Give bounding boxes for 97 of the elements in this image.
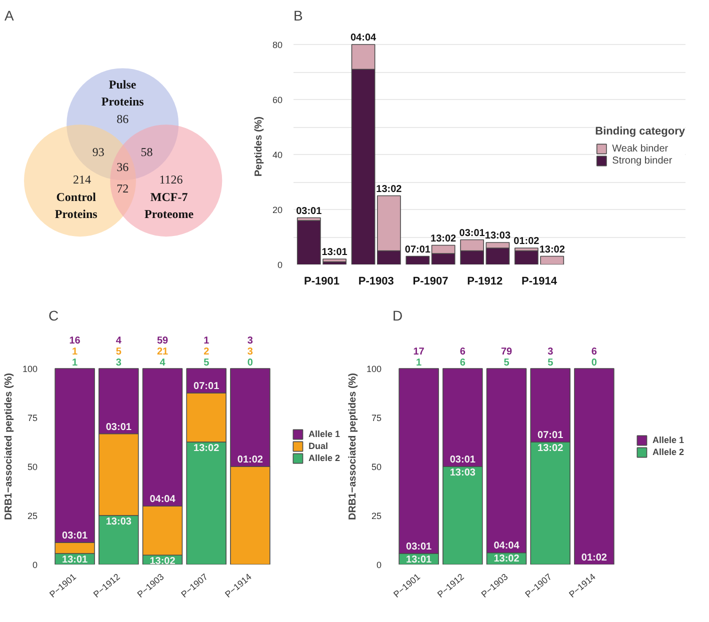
text: P-1912 [467,276,503,288]
text: 1126 [159,172,183,187]
annotation: 3 [247,336,254,346]
annotation: 2 [204,346,210,358]
annotation: 5 [116,346,122,358]
annotation: 03:01 [106,422,132,433]
annotation: 1 [72,358,78,368]
annotation: 21 [156,346,168,358]
legend-label: Allele 1 [652,434,684,446]
chart-title: D [392,308,403,324]
x-tick-label: 07:01 [404,244,431,256]
annotation: 4 [116,336,122,346]
text: 86 [116,112,129,126]
x-tick-label: 13:01 [322,247,348,258]
y-tick-label: 40 [272,150,283,160]
annotation: 3 [116,358,122,368]
annotation: 03:01 [450,454,476,466]
annotation: 13:03 [106,516,132,528]
annotation: 13:01 [406,554,432,566]
x-tick-label: 01:02 [514,236,540,247]
y-tick-label: 25 [371,511,382,521]
annotation: 04:04 [494,540,520,552]
annotation: 6 [591,346,598,358]
annotation: 03:01 [406,542,432,553]
annotation: 6 [460,358,466,368]
annotation: 59 [156,336,168,346]
category-label: MCF-7 Proteome [144,190,194,222]
annotation: 6 [460,346,466,358]
annotation: 01:02 [581,552,608,564]
annotation: 79 [500,346,512,358]
chart-title: C [48,308,59,324]
y-tick-label: 20 [272,205,283,215]
legend-label: Allele 2 [308,452,340,464]
x-tick-label: 13:02 [539,244,566,256]
annotation: 1 [204,336,210,346]
annotation: 03:01 [62,530,88,542]
legend-label: Allele 2 [652,446,684,458]
category-label: Pulse Proteins [101,78,144,108]
annotation: 01:02 [237,454,264,466]
x-tick-label: 03:01 [459,228,486,239]
y-axis-title: Peptides (%) [253,116,264,177]
text: P-1907 [412,276,448,288]
annotation: 13:02 [494,554,520,565]
annotation: 3 [247,346,254,358]
category-label: Control Proteins [54,190,98,222]
y-tick-label: 100 [366,364,382,374]
y-tick-label: 25 [27,511,38,521]
text: P-1901 [304,276,340,288]
x-tick-label: 13:02 [430,233,457,244]
y-tick-label: 0 [277,260,283,270]
annotation: 3 [548,346,554,358]
text: A [4,8,14,24]
y-tick-label: 60 [272,95,283,105]
annotation: 0 [591,358,598,368]
legend-label: Allele 1 [308,428,340,440]
y-axis-title: DRB1−associated peptides (%) [347,372,358,520]
x-tick-label: 13:03 [484,230,511,242]
y-tick-label: 50 [371,462,382,472]
legend-title: Binding category [595,126,685,138]
annotation: 13:01 [62,554,88,566]
annotation: 13:02 [194,443,220,454]
annotation: 13:02 [538,443,564,454]
y-tick-label: 80 [272,40,283,50]
y-tick-label: 75 [27,413,38,423]
annotation: 1 [72,346,78,358]
text: 58 [140,144,153,159]
legend-label: Strong binder [612,154,672,166]
y-tick-label: 0 [32,560,38,570]
text: P-1903 [358,276,394,288]
y-tick-label: 0 [376,560,382,570]
y-tick-label: 50 [27,462,38,472]
text: 93 [92,144,104,159]
annotation: 5 [548,358,554,368]
chart-title: B [294,8,303,24]
annotation: 07:01 [194,381,220,392]
text: 214 [72,172,91,187]
annotation: 4 [160,358,166,368]
annotation: 17 [413,346,425,358]
text: 72 [116,182,129,196]
annotation: 5 [204,358,210,368]
annotation: 5 [504,358,510,368]
annotation: 13:02 [150,556,176,568]
legend-label: Weak binder [612,142,668,154]
y-axis-title: DRB1−associated peptides (%) [3,372,14,520]
annotation: 0 [247,358,254,368]
text: 36 [116,160,129,174]
y-tick-label: 100 [22,364,38,374]
text: P-1914 [522,276,558,288]
annotation: 16 [69,336,81,346]
annotation: 07:01 [538,430,564,441]
y-tick-label: 75 [371,413,382,423]
annotation: 1 [416,358,422,368]
annotation: 13:03 [450,468,476,478]
bar [574,368,614,564]
legend-label: Dual [308,440,328,452]
bar [406,256,430,264]
annotation: 04:04 [150,494,176,506]
